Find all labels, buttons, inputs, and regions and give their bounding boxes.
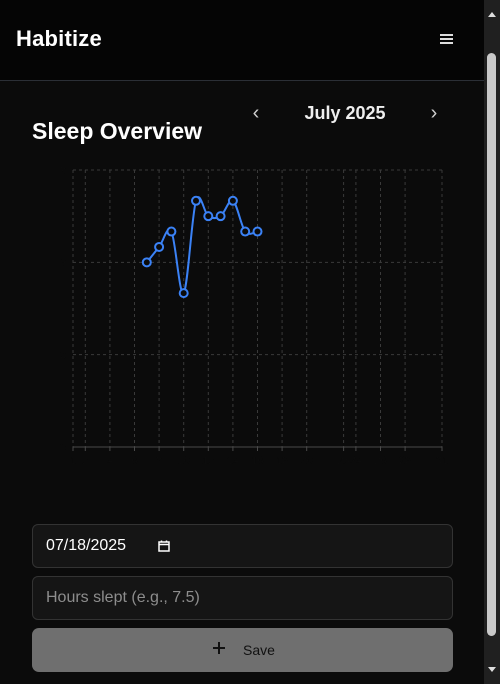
sleep-data-point [191,195,201,206]
page-title: Sleep Overview [32,118,203,145]
x-tick-label: 31 [436,455,448,467]
x-tick-label: 4 [107,455,113,467]
scroll-down-arrow-icon[interactable] [488,667,496,672]
scroll-up-arrow-icon[interactable] [488,12,496,17]
x-tick-label: 1 [70,455,76,467]
app-title: Habitize [16,26,102,51]
app-header: Habitize [0,0,484,81]
month-label: July 2025 [304,103,386,123]
sleep-data-point [215,211,226,222]
sleep-data-point [141,257,152,268]
y-tick-label: 9 [60,165,66,177]
menu-button[interactable] [440,32,462,50]
x-tick-label: 6 [131,455,137,467]
date-value: 07/18/2025 [46,537,127,554]
save-button-label: Save [243,642,275,658]
x-tick-label: 16 [251,455,263,467]
x-tick-label: 2 [82,455,88,467]
scrollbar[interactable] [484,0,500,684]
sleep-data-point [227,195,238,206]
prev-month-button[interactable]: ‹ [246,103,266,125]
x-tick-label: 20 [301,455,313,467]
x-tick-label: 12 [202,455,214,467]
x-tick-label: 23 [337,455,349,467]
scrollbar-thumb[interactable] [487,53,496,636]
sleep-data-point [203,211,214,222]
x-tick-label: 24 [350,455,362,467]
chevron-left-icon: ‹ [252,102,260,124]
y-tick-label: 3 [60,350,66,362]
plus-icon [213,642,225,654]
y-tick-label: 0 [60,442,66,454]
sleep-data-point [166,226,177,237]
next-month-button[interactable]: › [424,103,444,125]
date-field[interactable]: 07/18/2025 [32,524,453,568]
x-tick-label: 8 [156,455,162,467]
x-tick-label: 18 [276,455,288,467]
x-tick-label: 10 [178,455,190,467]
hamburger-icon [440,34,462,44]
x-tick-label: 14 [227,455,239,467]
sleep-data-point [252,226,263,237]
calendar-icon[interactable] [158,539,170,552]
hours-slept-input[interactable] [32,576,453,620]
x-tick-label: 28 [399,455,411,467]
sleep-data-point [154,241,165,252]
chevron-right-icon: › [430,102,438,124]
sleep-data-point [178,288,189,299]
sleep-data-point [240,226,251,237]
y-tick-label: 6 [60,257,66,269]
save-button[interactable]: Save [32,628,453,672]
x-tick-label: 26 [374,455,386,467]
app-window: Habitize Sleep Overview ‹ July 2025 › 0 3… [0,0,484,672]
